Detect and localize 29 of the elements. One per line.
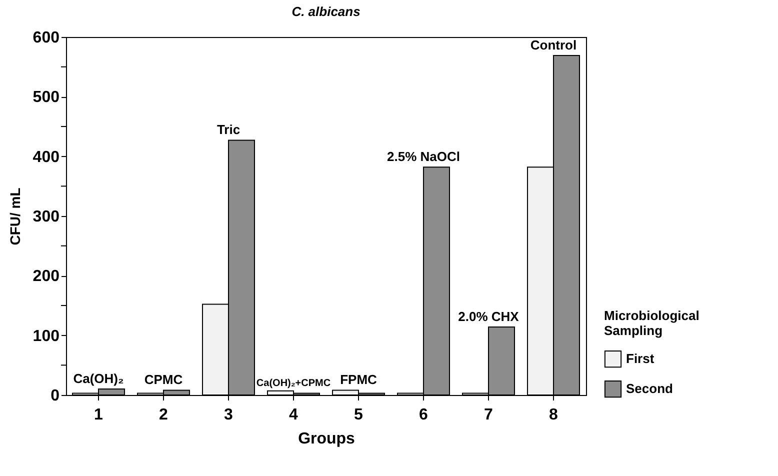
- x-tick-label: 8: [549, 406, 558, 424]
- x-tick-label: 6: [419, 406, 428, 424]
- annotation: 2.0% CHX: [458, 308, 520, 324]
- y-tick-label: 200: [32, 268, 60, 286]
- x-tick-label: 1: [94, 406, 104, 424]
- legend-label: Second: [626, 381, 674, 396]
- y-tick-label: 100: [32, 328, 60, 345]
- y-axis-title: CFU/ mL: [6, 187, 23, 246]
- x-tick-label: 4: [289, 406, 298, 424]
- legend-label: First: [626, 351, 655, 366]
- annotation: 2.5% NaOCl: [387, 149, 460, 164]
- chart-title: C. albicans: [292, 4, 360, 19]
- legend-title: Microbiological Sampling: [604, 308, 700, 338]
- x-tick-label: 7: [484, 406, 494, 424]
- x-tick-label: 2: [159, 406, 168, 424]
- y-tick-label: 500: [32, 89, 60, 106]
- annotation: Ca(OH)₂+CPMC: [256, 378, 331, 389]
- annotation: Ca(OH)₂: [73, 371, 124, 386]
- annotation: Tric: [216, 122, 240, 138]
- x-tick-label: 5: [354, 406, 364, 424]
- annotation: FPMC: [340, 372, 378, 388]
- annotation: Control: [530, 37, 577, 52]
- annotation: CPMC: [144, 372, 184, 388]
- y-tick-label: 0: [50, 388, 60, 404]
- y-tick-label: 400: [32, 148, 60, 166]
- x-tick-label: 3: [224, 406, 234, 424]
- y-tick-label: 300: [32, 208, 60, 226]
- y-tick-label: 600: [32, 30, 60, 46]
- x-axis-title: Groups: [298, 430, 356, 448]
